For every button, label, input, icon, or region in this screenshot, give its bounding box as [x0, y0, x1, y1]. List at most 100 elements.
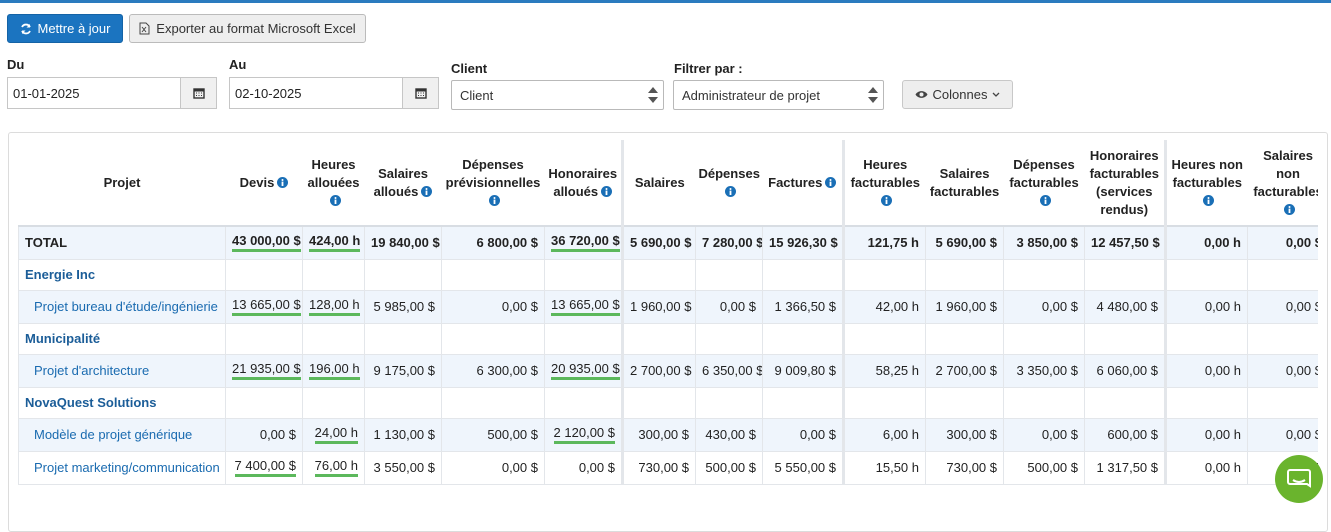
empty-cell	[1003, 386, 1085, 419]
value-cell: 9 175,00 $	[364, 353, 442, 388]
cell-value: 7 280,00 $	[702, 235, 763, 251]
empty-cell	[621, 258, 696, 291]
empty-cell	[225, 322, 303, 355]
columns-button[interactable]: Colonnes	[902, 80, 1013, 109]
value-cell: 3 350,00 $	[1003, 353, 1085, 388]
value-cell: 300,00 $	[925, 417, 1004, 452]
value-cell: 300,00 $	[621, 417, 696, 452]
empty-cell	[1084, 258, 1166, 291]
info-icon[interactable]	[421, 185, 433, 197]
calendar-button[interactable]	[402, 78, 438, 108]
value-cell: 128,00 h	[302, 289, 365, 324]
info-icon[interactable]	[329, 194, 341, 206]
column-header: Heures facturables	[842, 140, 926, 227]
info-icon[interactable]	[601, 185, 613, 197]
from-input[interactable]: 01-01-2025	[7, 77, 217, 109]
column-header: Honoraires alloués	[544, 140, 623, 227]
cell-value: 43 000,00 $	[232, 233, 301, 253]
value-cell: 15,50 h	[842, 450, 926, 485]
value-cell: 0,00 h	[1164, 450, 1248, 485]
info-icon[interactable]	[1203, 194, 1215, 206]
info-icon[interactable]	[1040, 194, 1051, 206]
empty-cell	[695, 322, 763, 355]
value-cell: 730,00 $	[621, 450, 696, 485]
info-icon[interactable]	[825, 176, 837, 188]
empty-cell	[1164, 322, 1248, 355]
cell-value: 6,00 h	[882, 427, 919, 442]
header-text: Heures allouées	[307, 156, 360, 190]
value-cell: 6 350,00 $	[695, 353, 763, 388]
column-header: Honoraires facturables (services rendus)	[1084, 140, 1166, 227]
value-cell: 6 300,00 $	[441, 353, 545, 388]
cell-value: 0,00 $	[501, 460, 538, 475]
value-cell: 0,00 $	[1003, 289, 1085, 324]
calendar-button[interactable]	[180, 78, 216, 108]
header-text: Factures	[768, 174, 823, 190]
cell-value: 1 366,50 $	[774, 299, 836, 314]
export-button[interactable]: Exporter au format Microsoft Excel	[129, 14, 366, 43]
to-value: 02-10-2025	[235, 85, 302, 101]
value-cell: 5 690,00 $	[621, 225, 696, 260]
to-input[interactable]: 02-10-2025	[229, 77, 439, 109]
value-cell: 0,00 h	[1164, 289, 1248, 324]
value-cell: 0,00 $	[762, 417, 844, 452]
value-cell: 3 850,00 $	[1003, 225, 1085, 260]
info-icon[interactable]	[881, 194, 893, 206]
header-text: Heures facturables	[850, 156, 920, 190]
empty-cell	[621, 386, 696, 419]
cell-value: 42,00 h	[875, 299, 919, 314]
project-row: Projet marketing/communication 7 400,00 $…	[18, 450, 1318, 485]
cell-value: 6 300,00 $	[476, 363, 538, 378]
cell-value: 9 175,00 $	[373, 363, 435, 378]
chat-launcher[interactable]	[1274, 455, 1324, 505]
value-cell: 0,00 $	[1247, 225, 1318, 260]
value-cell: 0,00 h	[1164, 417, 1248, 452]
cell-value: 76,00 h	[314, 458, 358, 477]
value-cell: 0,00 $	[225, 417, 303, 452]
cell-value: 1 960,00 $	[935, 299, 997, 314]
cell-value: 21 935,00 $	[232, 361, 301, 380]
header-text: Salaires facturables	[929, 165, 1000, 199]
column-header: Factures	[762, 140, 844, 227]
cell-value: 0,00 $	[719, 299, 756, 314]
cell-value: 430,00 $	[705, 427, 756, 442]
empty-cell	[842, 258, 926, 291]
column-header: Salaires	[621, 140, 696, 227]
empty-cell	[695, 258, 763, 291]
empty-cell	[925, 258, 1004, 291]
column-header: Dépenses prévisionnelles	[441, 140, 545, 227]
to-label: Au	[229, 57, 247, 72]
empty-cell	[441, 386, 545, 419]
info-icon[interactable]	[725, 185, 736, 197]
top-bar	[0, 0, 1331, 3]
filter-select[interactable]: Administrateur de projet	[673, 80, 884, 110]
empty-cell	[762, 258, 844, 291]
cell-value: 24,00 h	[314, 425, 358, 444]
select-arrows	[648, 87, 658, 103]
cell-value: 500,00 $	[1027, 460, 1078, 475]
empty-cell	[302, 258, 365, 291]
cell-value: 2 120,00 $	[553, 425, 615, 444]
info-icon[interactable]	[277, 176, 289, 188]
value-cell: 7 280,00 $	[695, 225, 763, 260]
info-icon[interactable]	[489, 194, 500, 206]
value-cell: 58,25 h	[842, 353, 926, 388]
group-row: NovaQuest Solutions	[18, 386, 1318, 419]
cell-value: 121,75 h	[867, 235, 919, 251]
refresh-label: Mettre à jour	[37, 21, 111, 36]
empty-cell	[842, 322, 926, 355]
refresh-button[interactable]: Mettre à jour	[7, 14, 123, 43]
cell-value: 58,25 h	[875, 363, 919, 378]
cell-value: 300,00 $	[638, 427, 689, 442]
from-value: 01-01-2025	[13, 85, 80, 101]
value-cell: 0,00 $	[441, 289, 545, 324]
info-icon[interactable]	[1284, 203, 1295, 215]
value-cell: 36 720,00 $	[544, 225, 623, 260]
group-name: NovaQuest Solutions	[18, 386, 226, 419]
column-header: Dépenses facturables	[1003, 140, 1085, 227]
client-select[interactable]: Client	[451, 80, 664, 110]
cell-value: 730,00 $	[638, 460, 689, 475]
value-cell: 5 550,00 $	[762, 450, 844, 485]
cell-value: 0,00 h	[1204, 235, 1241, 251]
cell-value: 5 690,00 $	[935, 235, 997, 251]
